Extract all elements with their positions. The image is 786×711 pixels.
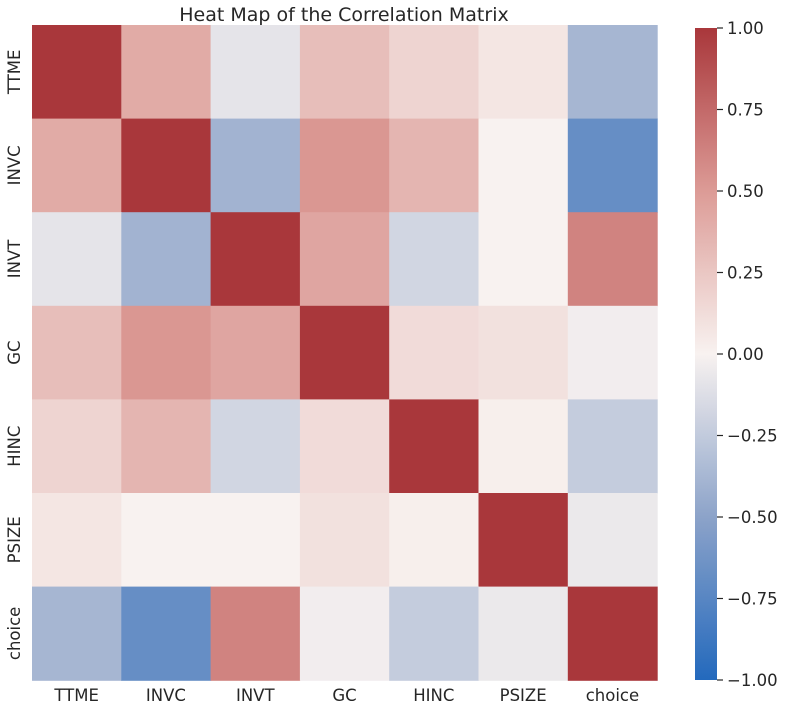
heatmap-cell-PSIZE-choice xyxy=(567,493,658,588)
heatmap-cell-HINC-HINC xyxy=(389,399,480,494)
heatmap-cell-GC-HINC xyxy=(389,305,480,400)
y-tick-label-HINC: HINC xyxy=(5,426,24,467)
y-tick-label-TTME: TTME xyxy=(5,50,24,96)
heatmap-cell-HINC-INVC xyxy=(121,399,212,494)
heatmap-cell-GC-PSIZE xyxy=(478,305,569,400)
colorbar-tick-label: 0.25 xyxy=(727,264,764,283)
heatmap-cell-GC-choice xyxy=(567,305,658,400)
heatmap-cell-choice-INVT xyxy=(210,586,301,681)
colorbar-tick-label: −0.50 xyxy=(727,508,778,527)
heatmap-cell-PSIZE-INVC xyxy=(121,493,212,588)
heatmap-cell-INVC-HINC xyxy=(389,118,480,213)
heatmap-cell-PSIZE-HINC xyxy=(389,493,480,588)
colorbar: 1.00 0.75 0.50 0.25 0.00 −0.25 −0.50 −0.75 −1.00 xyxy=(695,19,778,690)
heatmap-cell-INVT-TTME xyxy=(32,212,122,307)
heatmap-cell-TTME-INVC xyxy=(121,25,212,120)
heatmap-cell-INVC-PSIZE xyxy=(478,118,569,213)
heatmap-cell-INVT-HINC xyxy=(389,212,480,307)
x-tick-label-GC: GC xyxy=(332,686,356,705)
heatmap-cell-choice-GC xyxy=(299,586,390,681)
colorbar-tick-label: −0.25 xyxy=(727,427,778,446)
heatmap-cell-TTME-INVT xyxy=(210,25,301,120)
heatmap-cell-TTME-HINC xyxy=(389,25,480,120)
heatmap-cell-TTME-GC xyxy=(299,25,390,120)
heatmap-cell-PSIZE-INVT xyxy=(210,493,301,588)
heatmap-cell-choice-PSIZE xyxy=(478,586,569,681)
x-tick-label-choice: choice xyxy=(586,686,639,705)
heatmap-cell-INVT-INVT xyxy=(210,212,301,307)
heatmap-cell-INVT-INVC xyxy=(121,212,212,307)
heatmap-cell-INVC-TTME xyxy=(32,118,122,213)
y-tick-label-INVC: INVC xyxy=(5,145,24,185)
x-tick-label-PSIZE: PSIZE xyxy=(500,686,547,705)
heatmap-cell-TTME-PSIZE xyxy=(478,25,569,120)
colorbar-tick-label: 1.00 xyxy=(727,19,764,38)
heatmap-cell-GC-TTME xyxy=(32,305,122,400)
chart-title: Heat Map of the Correlation Matrix xyxy=(179,4,508,26)
heatmap-cell-GC-INVC xyxy=(121,305,212,400)
heatmap-cell-HINC-INVT xyxy=(210,399,301,494)
heatmap-cell-PSIZE-PSIZE xyxy=(478,493,569,588)
x-tick-labels: TTME INVC INVT GC HINC PSIZE choice xyxy=(53,686,639,705)
heatmap-cell-PSIZE-TTME xyxy=(32,493,122,588)
colorbar-tick-label: −0.75 xyxy=(727,590,778,609)
heatmap-cell-TTME-TTME xyxy=(32,25,122,120)
heatmap-cell-INVT-GC xyxy=(299,212,390,307)
heatmap-cell-INVC-INVC xyxy=(121,118,212,213)
heatmap-cell-INVT-choice xyxy=(567,212,658,307)
y-tick-label-INVT: INVT xyxy=(5,239,24,278)
x-tick-label-HINC: HINC xyxy=(413,686,454,705)
heatmap-cell-choice-TTME xyxy=(32,586,122,681)
heatmap-cell-choice-INVC xyxy=(121,586,212,681)
colorbar-tick-label: 0.00 xyxy=(727,345,764,364)
y-tick-label-choice: choice xyxy=(5,607,24,660)
heatmap-cell-INVC-INVT xyxy=(210,118,301,213)
x-tick-label-TTME: TTME xyxy=(53,686,99,705)
heatmap-cell-TTME-choice xyxy=(567,25,658,120)
heatmap-cell-GC-INVT xyxy=(210,305,301,400)
heatmap-cell-INVT-PSIZE xyxy=(478,212,569,307)
x-tick-label-INVC: INVC xyxy=(146,686,186,705)
x-tick-label-INVT: INVT xyxy=(236,686,275,705)
heatmap-cell-HINC-TTME xyxy=(32,399,122,494)
heatmap-cell-HINC-choice xyxy=(567,399,658,494)
y-tick-label-GC: GC xyxy=(5,340,24,364)
heatmap-cell-GC-GC xyxy=(299,305,390,400)
colorbar-tick-label: 0.50 xyxy=(727,182,764,201)
heatmap-cell-choice-HINC xyxy=(389,586,480,681)
colorbar-tick-label: −1.00 xyxy=(727,671,778,690)
colorbar-tick-label: 0.75 xyxy=(727,101,764,120)
y-tick-labels: TTME INVC INVT GC HINC PSIZE choice xyxy=(5,50,24,661)
heatmap-cells xyxy=(32,25,658,681)
heatmap-cell-PSIZE-GC xyxy=(299,493,390,588)
y-tick-label-PSIZE: PSIZE xyxy=(5,516,24,563)
heatmap-cell-choice-choice xyxy=(567,586,658,681)
heatmap-cell-INVC-choice xyxy=(567,118,658,213)
colorbar-gradient xyxy=(695,28,717,680)
heatmap-cell-HINC-PSIZE xyxy=(478,399,569,494)
heatmap-cell-HINC-GC xyxy=(299,399,390,494)
heatmap-cell-INVC-GC xyxy=(299,118,390,213)
